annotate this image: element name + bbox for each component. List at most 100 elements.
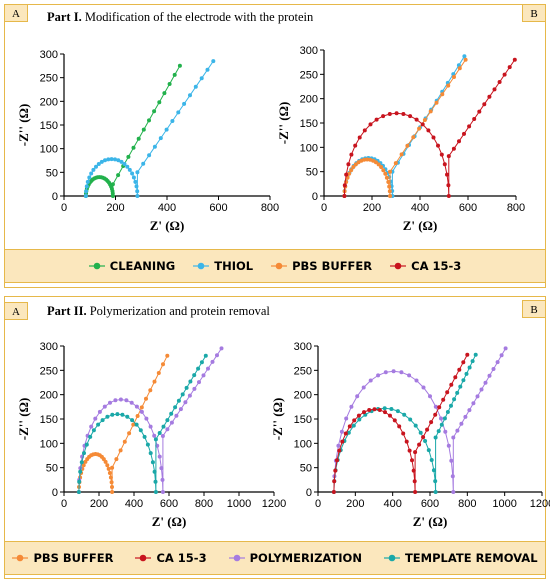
data-point bbox=[431, 135, 436, 140]
legend-label: CA 15-3 bbox=[156, 551, 207, 565]
data-point bbox=[357, 417, 362, 422]
legend-label: TEMPLATE REMOVAL bbox=[404, 551, 538, 565]
x-tick-label: 800 bbox=[195, 498, 213, 510]
data-point bbox=[389, 407, 394, 411]
x-tick-label: 800 bbox=[261, 202, 279, 214]
data-point bbox=[105, 414, 110, 419]
data-point bbox=[353, 162, 358, 167]
data-point bbox=[436, 429, 441, 434]
data-point bbox=[414, 117, 419, 122]
data-point bbox=[178, 407, 183, 412]
data-point bbox=[81, 463, 86, 468]
data-point bbox=[423, 439, 428, 443]
y-tick-label: 100 bbox=[300, 142, 318, 154]
data-point bbox=[439, 422, 444, 427]
data-point bbox=[483, 380, 488, 385]
data-point bbox=[180, 392, 185, 397]
x-axis-label: Z' (Ω) bbox=[152, 514, 187, 529]
y-tick-label: 100 bbox=[40, 144, 58, 156]
y-tick-label: 50 bbox=[46, 167, 58, 179]
data-point bbox=[433, 435, 438, 440]
data-point bbox=[96, 422, 101, 427]
part1-title-bold: Part I. bbox=[47, 10, 82, 24]
data-point bbox=[450, 474, 455, 479]
x-tick-label: 0 bbox=[315, 498, 321, 510]
y-tick-label: 150 bbox=[40, 414, 58, 426]
data-point bbox=[114, 457, 119, 462]
y-tick-label: 250 bbox=[294, 365, 312, 377]
x-tick-label: 1000 bbox=[227, 498, 251, 510]
data-point bbox=[384, 175, 389, 180]
part2-corner-b: B bbox=[522, 300, 546, 318]
data-point bbox=[169, 411, 174, 416]
series-line bbox=[333, 354, 468, 493]
data-point bbox=[462, 131, 466, 136]
data-point bbox=[193, 84, 198, 89]
data-point bbox=[446, 154, 451, 159]
data-point bbox=[345, 175, 350, 180]
data-point bbox=[109, 157, 114, 162]
data-point bbox=[83, 194, 88, 198]
data-point bbox=[339, 429, 344, 434]
part1-panel bbox=[4, 4, 546, 288]
legend-item: CA 15-3 bbox=[135, 551, 207, 565]
legend-item: PBS BUFFER bbox=[271, 259, 372, 273]
data-point bbox=[136, 136, 141, 141]
data-point bbox=[131, 175, 136, 180]
data-point bbox=[78, 469, 83, 474]
data-point bbox=[199, 76, 204, 81]
data-point bbox=[113, 157, 117, 162]
data-point bbox=[135, 170, 140, 175]
data-point bbox=[429, 458, 434, 462]
data-point bbox=[342, 194, 347, 198]
y-tick-label: 300 bbox=[40, 341, 58, 353]
data-point bbox=[187, 393, 192, 398]
data-point bbox=[362, 157, 367, 162]
data-point bbox=[472, 117, 477, 121]
data-point bbox=[89, 424, 94, 429]
y-tick-label: 100 bbox=[294, 438, 312, 450]
part2-title-bold: Part II. bbox=[47, 304, 87, 318]
data-point bbox=[425, 427, 430, 432]
data-point bbox=[388, 169, 392, 174]
part1-corner-b: B bbox=[522, 4, 546, 22]
data-point bbox=[122, 162, 127, 166]
data-point bbox=[512, 57, 517, 62]
x-tick-label: 600 bbox=[209, 202, 227, 214]
data-point bbox=[446, 183, 451, 188]
y-tick-label: 300 bbox=[294, 341, 312, 353]
data-point bbox=[157, 454, 162, 459]
part1-legend: CLEANING THIOL PBS BUFFER CA 15-3 bbox=[4, 249, 546, 283]
data-point bbox=[110, 465, 115, 470]
data-point bbox=[113, 398, 118, 403]
x-tick-label: 200 bbox=[106, 202, 124, 214]
data-point bbox=[446, 194, 451, 198]
data-point bbox=[477, 109, 482, 114]
data-point bbox=[144, 416, 149, 421]
y-tick-label: 250 bbox=[40, 73, 58, 85]
data-point bbox=[383, 171, 388, 176]
data-point bbox=[470, 359, 475, 364]
data-point bbox=[357, 135, 362, 140]
data-point bbox=[461, 360, 466, 365]
x-tick-label: 400 bbox=[158, 202, 176, 214]
legend-label: CA 15-3 bbox=[411, 259, 462, 273]
data-point bbox=[491, 367, 496, 371]
y-tick-label: 200 bbox=[294, 390, 312, 402]
data-point bbox=[139, 409, 144, 414]
data-point bbox=[411, 135, 416, 140]
y-tick-label: 150 bbox=[300, 118, 318, 130]
data-point bbox=[452, 397, 457, 402]
data-point bbox=[160, 434, 165, 438]
y-tick-label: 0 bbox=[306, 487, 312, 499]
data-point bbox=[125, 414, 130, 419]
data-point bbox=[429, 420, 434, 425]
data-point bbox=[184, 385, 189, 390]
data-point bbox=[455, 390, 460, 395]
data-point bbox=[148, 424, 153, 429]
data-point bbox=[118, 448, 123, 453]
legend-item: CLEANING bbox=[88, 259, 175, 273]
data-point bbox=[391, 369, 396, 374]
data-point bbox=[497, 80, 502, 84]
data-point bbox=[152, 433, 157, 438]
